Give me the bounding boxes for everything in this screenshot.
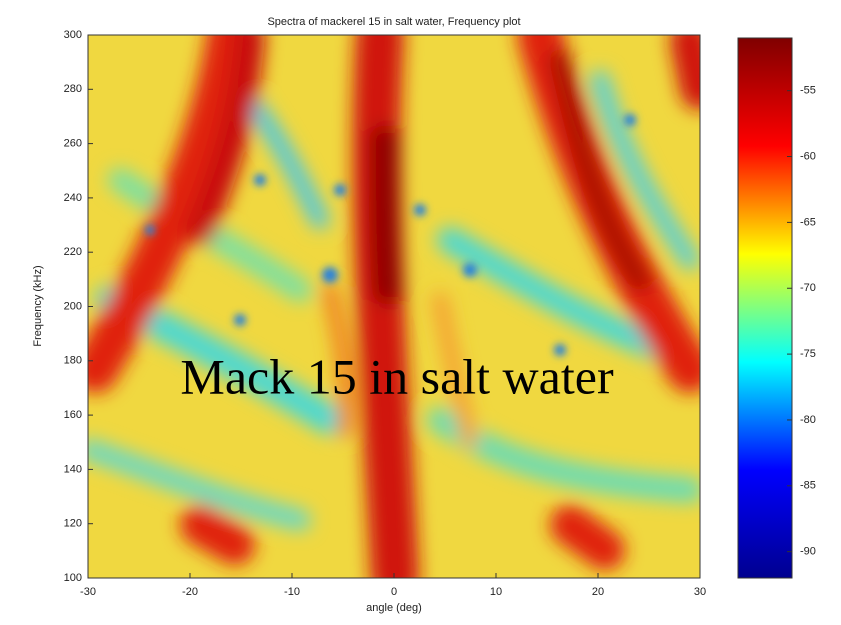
colorbar: [737, 37, 793, 579]
colorbar-tick-label: -75: [800, 348, 816, 360]
y-tick-label: 160: [64, 409, 82, 421]
colorbar-tick-label: -60: [800, 150, 816, 162]
y-tick-label: 200: [64, 300, 82, 312]
chart-title: Spectra of mackerel 15 in salt water, Fr…: [267, 16, 520, 28]
x-tick-label: 0: [391, 586, 397, 598]
colorbar-tick-label: -80: [800, 414, 816, 426]
colorbar-tick-label: -55: [800, 85, 816, 97]
heatmap-field: [88, 35, 700, 578]
x-axis-label: angle (deg): [366, 602, 422, 614]
x-tick-label: -10: [284, 586, 300, 598]
y-tick-label: 220: [64, 246, 82, 258]
y-tick-label: 240: [64, 192, 82, 204]
x-tick-label: -20: [182, 586, 198, 598]
y-tick-label: 280: [64, 83, 82, 95]
colorbar-tick-label: -70: [800, 282, 816, 294]
colorbar-tick-label: -85: [800, 480, 816, 492]
annotation: Mack 15 in salt water: [180, 348, 614, 404]
y-tick-label: 100: [64, 572, 82, 584]
x-tick-label: 20: [592, 586, 604, 598]
y-tick-label: 180: [64, 355, 82, 367]
y-tick-label: 120: [64, 518, 82, 530]
x-tick-label: -30: [80, 586, 96, 598]
y-axis-label: Frequency (kHz): [32, 265, 44, 346]
colorbar-tick-label: -90: [800, 546, 816, 558]
x-tick-label: 10: [490, 586, 502, 598]
y-tick-label: 140: [64, 463, 82, 475]
colorbar-tick-label: -65: [800, 216, 816, 228]
y-tick-label: 300: [64, 29, 82, 41]
x-tick-label: 30: [694, 586, 706, 598]
y-tick-label: 260: [64, 138, 82, 150]
